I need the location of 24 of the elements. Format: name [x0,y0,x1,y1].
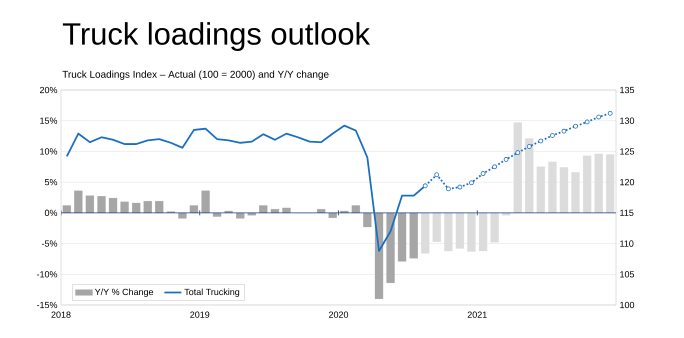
chart-subtitle: Truck Loadings Index – Actual (100 = 2000) and Y/Y change [62,70,329,80]
y2-tick-label: 105 [620,271,634,278]
x-tick-label: 2020 [328,312,348,318]
y2-tick-label: 125 [620,148,634,155]
y-tick-label: -5% [42,240,58,247]
x-tick-label: 2019 [190,312,210,318]
y-tick-label: -15% [36,302,58,308]
y-tick-label: 5% [44,178,58,186]
y-tick-label: 10% [40,148,58,155]
y-tick-label: 0% [44,210,58,216]
y2-tick-label: 100 [620,302,634,308]
legend-label: Y/Y % Change [94,288,154,297]
y-tick-label: -10% [36,271,58,278]
y2-tick-label: 110 [620,240,634,247]
y2-tick-label: 135 [620,86,634,94]
y2-tick-label: 115 [620,210,634,216]
chart-title: Truck loadings outlook [62,22,370,51]
y-tick-label: 15% [40,118,58,124]
y2-tick-label: 130 [620,118,634,124]
x-tick-label: 2021 [468,312,487,318]
x-tick-label: 2018 [51,312,71,318]
y2-tick-label: 120 [620,178,634,186]
y-tick-label: 20% [40,86,58,94]
legend-label: Total Trucking [184,288,240,297]
